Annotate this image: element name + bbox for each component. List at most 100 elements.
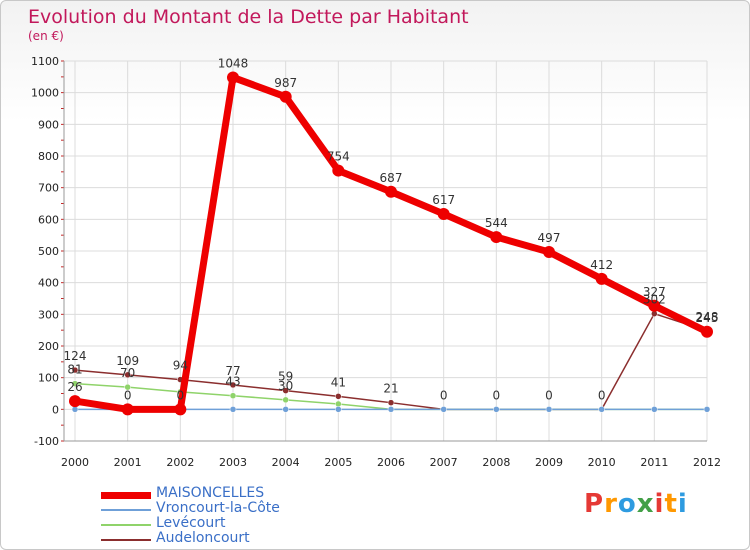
data-label-maisoncelles: 412 [590,258,613,272]
y-tick-label: 900 [38,118,59,131]
data-point-maisoncelles [174,403,187,416]
data-point-audeloncourt [229,381,237,389]
legend-label: Audeloncourt [156,530,250,546]
x-tick-label: 2006 [377,456,405,469]
data-label-maisoncelles: 987 [274,76,297,90]
data-point-lev-court [229,392,237,399]
data-label-audeloncourt: 248 [696,310,719,324]
legend-item: Vroncourt-la-Côte [101,500,361,517]
data-label-maisoncelles: 687 [380,171,403,185]
data-label-maisoncelles: 497 [538,231,561,245]
data-point-audeloncourt [282,387,289,394]
data-label-lev-court: 30 [278,379,293,393]
data-point-maisoncelles [332,164,345,177]
data-label-audeloncourt: 77 [225,364,240,378]
legend-swatch [101,539,151,541]
y-tick-label: 800 [38,150,59,163]
data-label-lev-court: 81 [67,363,82,377]
data-label-audeloncourt: 0 [440,388,448,402]
logo-letter: o [617,489,637,519]
data-point-maisoncelles [121,403,134,416]
legend-label: MAISONCELLES [156,485,265,501]
data-point-vroncourt-la-c-te [282,406,289,413]
legend-item: Audeloncourt [101,530,361,547]
y-tick-label: 100 [38,372,59,385]
x-tick-label: 2001 [114,456,142,469]
data-point-vroncourt-la-c-te [335,406,342,413]
data-label-audeloncourt: 41 [331,375,346,389]
data-point-audeloncourt [335,393,342,400]
data-point-vroncourt-la-c-te [229,406,237,413]
data-label-audeloncourt: 0 [493,388,501,402]
data-point-vroncourt-la-c-te [440,406,447,413]
y-tick-label: 500 [38,245,59,258]
data-label-maisoncelles: 245 [696,311,719,325]
data-point-maisoncelles [437,207,450,220]
x-tick-label: 2009 [535,456,563,469]
x-tick-label: 2003 [219,456,247,469]
y-tick-label: 600 [38,213,59,226]
logo-letter: i [677,489,688,519]
y-tick-label: 0 [52,403,59,416]
legend-label: Levécourt [156,515,226,531]
x-tick-label: 2002 [166,456,194,469]
data-label-maisoncelles: 26 [67,380,82,394]
data-point-maisoncelles [385,185,397,198]
data-point-maisoncelles [69,395,81,408]
x-tick-label: 2011 [640,456,668,469]
data-point-lev-court [71,380,79,387]
x-tick-label: 2007 [430,456,458,469]
data-point-vroncourt-la-c-te [493,406,500,413]
y-tick-label: 700 [38,182,59,195]
data-label-maisoncelles: 1048 [218,56,249,70]
y-tick-label: 1100 [31,55,59,68]
data-point-vroncourt-la-c-te [545,406,553,413]
y-tick-label: 1000 [31,87,59,100]
data-point-lev-court [124,383,131,391]
data-label-audeloncourt: 124 [64,349,87,363]
data-label-audeloncourt: 109 [116,354,139,368]
chart-subtitle: (en €) [28,29,64,43]
data-point-maisoncelles [227,71,239,84]
data-label-maisoncelles: 544 [485,216,508,230]
y-tick-label: 200 [38,340,59,353]
data-point-maisoncelles [648,299,661,312]
data-point-lev-court [282,396,289,404]
logo-letter: P [584,489,605,519]
legend-swatch [101,524,151,526]
data-point-maisoncelles [701,325,713,338]
y-tick-label: 400 [38,277,59,290]
data-point-maisoncelles [543,245,555,258]
data-point-vroncourt-la-c-te [598,406,605,413]
data-point-audeloncourt [124,371,131,379]
y-tick-label: 300 [38,308,59,321]
x-tick-label: 2012 [693,456,721,469]
data-point-vroncourt-la-c-te [651,406,658,413]
logo-letter: x [636,489,655,519]
logo-letter: t [664,489,678,519]
data-label-audeloncourt: 0 [598,388,606,402]
data-label-maisoncelles: 0 [177,388,185,402]
x-tick-label: 2010 [588,456,616,469]
data-label-maisoncelles: 0 [124,388,132,402]
data-point-vroncourt-la-c-te [703,406,711,413]
legend-item: Levécourt [101,515,361,532]
x-tick-label: 2008 [482,456,510,469]
data-label-audeloncourt: 21 [383,382,398,396]
data-label-audeloncourt: 59 [278,370,293,384]
data-label-maisoncelles: 754 [327,150,350,164]
data-label-audeloncourt: 94 [173,359,188,373]
data-point-maisoncelles [595,272,608,285]
data-point-vroncourt-la-c-te [387,406,395,413]
x-tick-label: 2000 [61,456,89,469]
logo-letter: i [654,489,665,519]
data-point-maisoncelles [279,90,292,103]
data-point-audeloncourt [71,366,79,374]
x-tick-label: 2005 [324,456,352,469]
data-point-maisoncelles [490,231,503,244]
chart-title: Evolution du Montant de la Dette par Hab… [28,6,469,28]
data-label-audeloncourt: 302 [643,293,666,307]
legend-swatch [101,509,151,511]
